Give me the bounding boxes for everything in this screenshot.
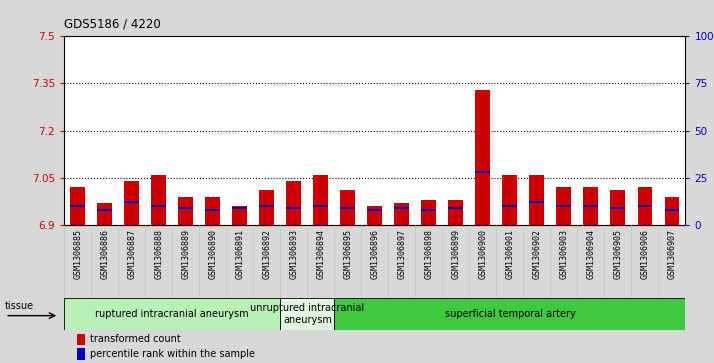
Bar [368, 209, 382, 211]
Bar [556, 205, 571, 207]
Bar [583, 187, 598, 225]
Text: tissue: tissue [5, 301, 34, 311]
Bar [610, 191, 625, 225]
Bar [448, 207, 463, 209]
Bar [334, 298, 685, 330]
Bar [313, 205, 328, 207]
Bar [610, 207, 625, 209]
Text: GSM1306891: GSM1306891 [236, 229, 244, 279]
Bar [394, 207, 409, 209]
Bar [421, 200, 436, 225]
Text: GSM1306894: GSM1306894 [316, 229, 326, 279]
Bar [638, 187, 653, 225]
Text: percentile rank within the sample: percentile rank within the sample [90, 349, 255, 359]
Text: GSM1306890: GSM1306890 [208, 229, 217, 279]
Text: GSM1306893: GSM1306893 [289, 229, 298, 279]
Bar [448, 200, 463, 225]
Text: GSM1306904: GSM1306904 [586, 229, 595, 279]
Bar [286, 207, 301, 209]
Bar [421, 209, 436, 211]
Text: GSM1306885: GSM1306885 [74, 229, 82, 279]
Text: GSM1306903: GSM1306903 [559, 229, 568, 279]
Bar [476, 90, 491, 225]
Text: GSM1306899: GSM1306899 [451, 229, 461, 279]
Bar [232, 207, 247, 209]
Bar [71, 205, 85, 207]
Text: GSM1306905: GSM1306905 [613, 229, 623, 279]
Text: ruptured intracranial aneurysm: ruptured intracranial aneurysm [96, 309, 249, 319]
Bar [556, 187, 571, 225]
Text: transformed count: transformed count [90, 334, 181, 344]
Bar [341, 207, 356, 209]
Bar [281, 298, 334, 330]
Bar [232, 206, 247, 225]
Text: GSM1306902: GSM1306902 [533, 229, 541, 279]
Bar [530, 175, 544, 225]
Bar [206, 209, 220, 211]
Bar [503, 205, 518, 207]
Bar [124, 181, 139, 225]
Text: unruptured intracranial
aneurysm: unruptured intracranial aneurysm [251, 303, 364, 325]
Text: GSM1306907: GSM1306907 [668, 229, 676, 279]
Bar [124, 201, 139, 203]
Text: GDS5186 / 4220: GDS5186 / 4220 [64, 17, 161, 30]
Bar [583, 205, 598, 207]
Bar [64, 298, 281, 330]
Bar [71, 187, 85, 225]
Bar [259, 191, 274, 225]
Bar [286, 181, 301, 225]
Text: GSM1306886: GSM1306886 [100, 229, 109, 279]
Bar [151, 205, 166, 207]
Text: GSM1306906: GSM1306906 [640, 229, 650, 279]
Text: GSM1306892: GSM1306892 [262, 229, 271, 279]
Text: GSM1306895: GSM1306895 [343, 229, 352, 279]
Bar [97, 203, 112, 225]
Text: GSM1306900: GSM1306900 [478, 229, 488, 279]
Bar [341, 191, 356, 225]
Bar [313, 175, 328, 225]
Bar [665, 197, 679, 225]
Text: GSM1306889: GSM1306889 [181, 229, 191, 279]
Bar [638, 205, 653, 207]
Bar [476, 171, 491, 173]
Text: GSM1306897: GSM1306897 [398, 229, 406, 279]
Bar [178, 207, 193, 209]
Bar [665, 209, 679, 211]
Text: superficial temporal artery: superficial temporal artery [445, 309, 575, 319]
Bar [259, 205, 274, 207]
Bar [151, 175, 166, 225]
Bar [76, 348, 85, 360]
Bar [368, 206, 382, 225]
Text: GSM1306901: GSM1306901 [506, 229, 514, 279]
Bar [503, 175, 518, 225]
Bar [76, 334, 85, 345]
Bar [97, 209, 112, 211]
Text: GSM1306887: GSM1306887 [127, 229, 136, 279]
Bar [178, 197, 193, 225]
Bar [206, 197, 220, 225]
Bar [394, 203, 409, 225]
Bar [530, 201, 544, 203]
Text: GSM1306898: GSM1306898 [424, 229, 433, 279]
Text: GSM1306888: GSM1306888 [154, 229, 164, 279]
Text: GSM1306896: GSM1306896 [371, 229, 379, 279]
